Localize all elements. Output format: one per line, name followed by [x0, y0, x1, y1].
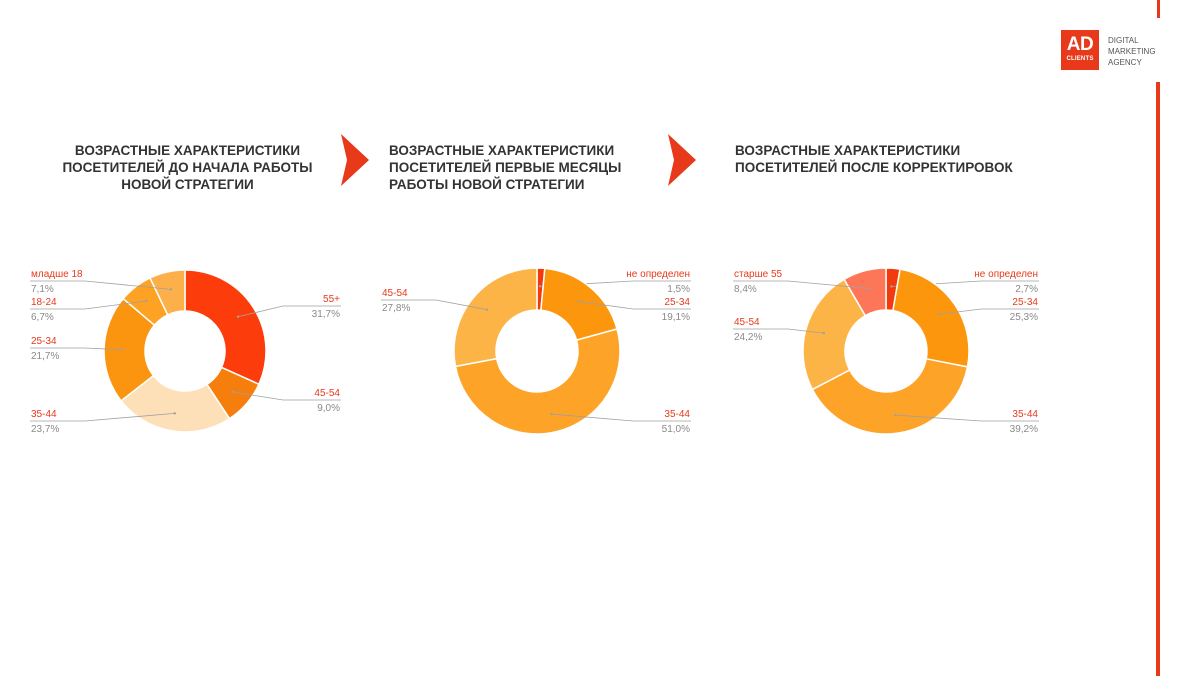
leader-dot	[145, 299, 148, 303]
slice-value-label: 19,1%	[662, 312, 690, 323]
slice-value-label: 7,1%	[31, 284, 54, 295]
chart-title-2: ВОЗРАСТНЫЕ ХАРАКТЕРИСТИКИ ПОСЕТИТЕЛЕЙ ПЕ…	[389, 142, 649, 193]
leader-line	[237, 305, 341, 318]
leader-line	[30, 347, 122, 351]
slice-value-label: 9,0%	[317, 403, 340, 414]
slice-value-label: 1,5%	[667, 284, 690, 295]
slice-label: не определен	[626, 269, 690, 280]
leader-line	[30, 412, 175, 422]
leader-dot	[538, 285, 542, 288]
slice-label: 25-34	[31, 336, 57, 347]
leader-dot	[822, 331, 825, 335]
slice-55+	[184, 269, 267, 386]
slice-value-label: 8,4%	[734, 284, 757, 295]
title-line: ПОСЕТИТЕЛЕЙ ПЕРВЫЕ МЕСЯЦЫ	[389, 160, 622, 175]
slice-label: 35-44	[664, 409, 690, 420]
slice-label: 55+	[323, 294, 340, 305]
slice-label: 45-54	[734, 317, 760, 328]
title-line: РАБОТЫ НОВОЙ СТРАТЕГИИ	[389, 177, 585, 192]
top-accent-line	[1157, 0, 1160, 18]
slice-value-label: 31,7%	[312, 309, 340, 320]
slice-35-44	[454, 328, 621, 435]
leader-line	[30, 300, 147, 310]
leader-line	[381, 299, 488, 311]
title-line: ПОСЕТИТЕЛЕЙ ПОСЛЕ КОРРЕКТИРОВОК	[735, 160, 1013, 175]
slice-label: 25-34	[664, 297, 690, 308]
slice-value-label: 25,3%	[1010, 312, 1038, 323]
tagline-line: MARKETING	[1108, 47, 1156, 56]
slice-label: младше 18	[31, 269, 83, 280]
slice-value-label: 2,7%	[1015, 284, 1038, 295]
slice-label: 25-34	[1012, 297, 1038, 308]
leader-line	[30, 280, 172, 290]
chart-title-3: ВОЗРАСТНЫЕ ХАРАКТЕРИСТИКИ ПОСЕТИТЕЛЕЙ ПО…	[735, 142, 1035, 176]
slice-25-34	[892, 268, 970, 368]
tagline-line: DIGITAL	[1108, 36, 1139, 45]
slice-35-44	[120, 374, 231, 433]
leader-dot	[231, 390, 235, 394]
logo-main-text: AD	[1066, 34, 1094, 55]
logo: AD CLIENTS	[1061, 30, 1099, 70]
slice-value-label: 39,2%	[1010, 424, 1038, 435]
title-line: ПОСЕТИТЕЛЕЙ ДО НАЧАЛА РАБОТЫ	[62, 160, 313, 175]
leader-line	[733, 328, 824, 334]
leader-dot	[577, 300, 580, 303]
leader-line	[733, 280, 870, 289]
chart-title-1: ВОЗРАСТНЫЕ ХАРАКТЕРИСТИКИ ПОСЕТИТЕЛЕЙ ДО…	[60, 142, 315, 193]
slice-value-label: 24,2%	[734, 332, 762, 343]
slice-label: 45-54	[382, 288, 408, 299]
slice-value-label: 6,7%	[31, 312, 54, 323]
logo-sub-text: CLIENTS	[1066, 56, 1094, 62]
leader-line	[551, 413, 691, 422]
leader-line	[895, 414, 1039, 422]
leader-dot	[236, 315, 240, 318]
slice-value-label: 27,8%	[382, 303, 410, 314]
slice-младше-18	[149, 269, 186, 316]
slice-value-label: 23,7%	[31, 424, 59, 435]
slice-label: 35-44	[1012, 409, 1038, 420]
leader-line	[233, 391, 341, 401]
title-line: НОВОЙ СТРАТЕГИИ	[121, 177, 254, 192]
leader-dot	[485, 308, 489, 311]
leader-dot	[120, 348, 124, 351]
leader-dot	[169, 288, 173, 291]
title-line: ВОЗРАСТНЫЕ ХАРАКТЕРИСТИКИ	[735, 143, 961, 158]
tagline-line: AGENCY	[1108, 58, 1142, 67]
leader-dot	[894, 413, 897, 417]
slice-value-label: 51,0%	[662, 424, 690, 435]
leader-line	[939, 308, 1039, 315]
arrow-right-icon	[341, 134, 369, 186]
leader-dot	[867, 287, 871, 290]
title-line: ВОЗРАСТНЫЕ ХАРАКТЕРИСТИКИ	[74, 143, 301, 158]
slice-35-44	[811, 357, 969, 435]
leader-dot	[938, 313, 941, 316]
slice-45-54	[802, 278, 867, 391]
slice-label: 45-54	[314, 388, 340, 399]
agency-tagline: DIGITAL MARKETING AGENCY	[1108, 35, 1156, 68]
slice-value-label: 21,7%	[31, 351, 59, 362]
leader-line	[578, 301, 691, 310]
slice-label: старше 55	[734, 269, 783, 280]
arrow-right-icon	[668, 134, 696, 186]
slice-label: 35-44	[31, 409, 57, 420]
slice-label: не определен	[974, 269, 1038, 280]
slice-старше-55	[843, 267, 887, 317]
right-accent-line	[1156, 82, 1160, 676]
slice-45-54	[453, 267, 538, 368]
leader-dot	[550, 412, 553, 416]
slice-label: 18-24	[31, 297, 57, 308]
title-line: ВОЗРАСТНЫЕ ХАРАКТЕРИСТИКИ	[389, 143, 615, 158]
leader-dot	[890, 285, 893, 288]
leader-dot	[173, 412, 176, 415]
